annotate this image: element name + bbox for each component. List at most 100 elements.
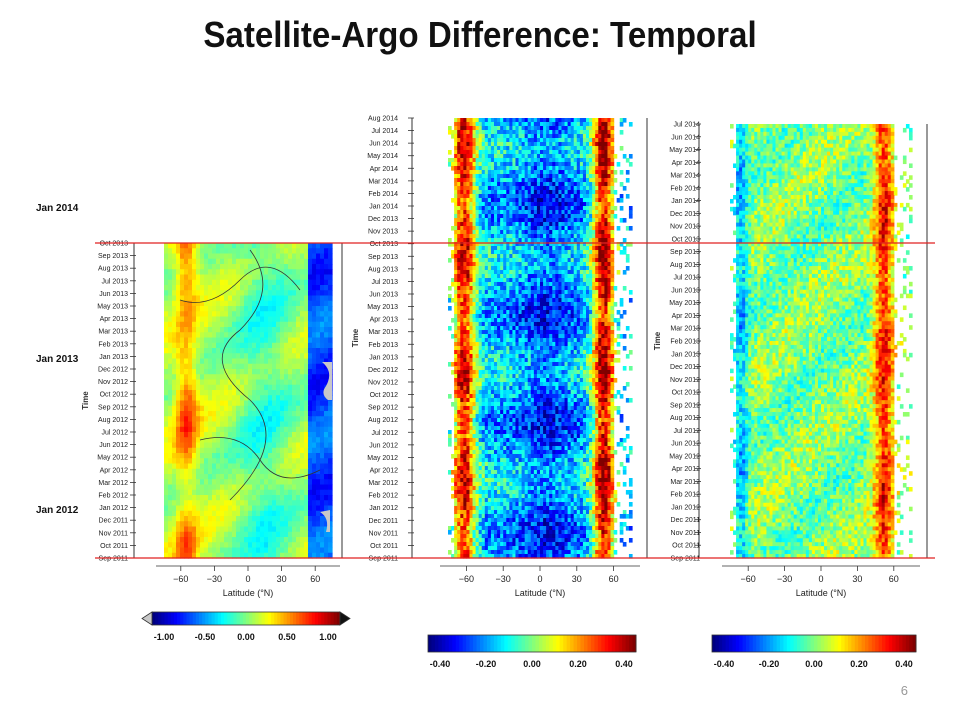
heatmap-cell — [454, 230, 458, 235]
heatmap-cell — [497, 278, 501, 283]
heatmap-cell — [184, 405, 189, 412]
heatmap-cell — [204, 248, 209, 255]
heatmap-cell — [533, 174, 538, 179]
heatmap-cell — [601, 210, 605, 215]
heatmap-cell — [192, 547, 197, 554]
heatmap-cell — [521, 218, 526, 223]
heatmap-cell — [487, 230, 492, 235]
heatmap-cell — [500, 214, 504, 219]
heatmap-cell — [466, 246, 471, 251]
heatmap-cell — [260, 243, 265, 249]
heatmap-cell — [497, 266, 501, 271]
heatmap-cell — [328, 442, 333, 449]
heatmap-cell — [304, 552, 309, 559]
colorbar-step — [277, 612, 281, 625]
heatmap-cell — [232, 416, 237, 423]
heatmap-cell — [546, 122, 550, 127]
heatmap-cell — [204, 521, 209, 528]
heatmap-cell — [276, 258, 281, 265]
heatmap-cell — [248, 327, 253, 333]
heatmap-cell — [284, 495, 289, 501]
heatmap-cell — [232, 290, 237, 297]
heatmap-cell — [316, 332, 321, 339]
heatmap-cell — [320, 526, 325, 533]
heatmap-cell — [316, 290, 321, 297]
heatmap-cell — [312, 316, 317, 323]
heatmap-cell — [490, 166, 495, 171]
heatmap-cell — [518, 162, 523, 167]
heatmap-cell — [280, 300, 285, 307]
heatmap-cell — [484, 198, 489, 203]
heatmap-cell — [292, 358, 297, 365]
heatmap-cell — [457, 118, 461, 123]
heatmap-cell — [176, 332, 181, 339]
heatmap-cell — [284, 353, 289, 360]
heatmap-cell — [296, 510, 301, 517]
heatmap-cell — [610, 206, 615, 211]
heatmap-cell — [200, 542, 205, 549]
heatmap-cell — [264, 374, 269, 381]
heatmap-cell — [484, 150, 489, 155]
heatmap-cell — [196, 453, 201, 459]
heatmap-cell — [613, 206, 618, 211]
heatmap-cell — [494, 142, 498, 147]
colorbar-step — [177, 612, 181, 625]
heatmap-cell — [484, 166, 489, 171]
heatmap-cell — [494, 290, 498, 295]
heatmap-cell — [564, 270, 569, 275]
heatmap-cell — [180, 395, 185, 402]
heatmap-cell — [260, 327, 265, 333]
year-label-2014: Jan 2014 — [36, 203, 79, 214]
heatmap-cell — [466, 138, 471, 143]
heatmap-cell — [308, 342, 313, 349]
heatmap-cell — [518, 210, 523, 215]
heatmap-cell — [308, 516, 313, 522]
heatmap-cell — [460, 122, 464, 127]
heatmap-cell — [176, 248, 181, 255]
heatmap-cell — [540, 190, 544, 195]
heatmap-cell — [204, 495, 209, 501]
heatmap-cell — [232, 379, 237, 386]
heatmap-cell — [487, 206, 492, 211]
heatmap-cell — [619, 130, 624, 135]
heatmap-cell — [256, 363, 261, 370]
heatmap-cell — [264, 243, 269, 249]
heatmap-cell — [460, 262, 464, 267]
heatmap-cell — [607, 142, 612, 147]
heatmap-cell — [613, 154, 618, 159]
colorbar-step — [321, 612, 325, 625]
heatmap-cell — [628, 162, 633, 167]
colorbar-step — [271, 612, 275, 625]
heatmap-cell — [168, 369, 173, 375]
heatmap-cell — [324, 537, 329, 543]
heatmap-cell — [304, 264, 309, 270]
heatmap-cell — [196, 526, 201, 533]
heatmap-cell — [570, 126, 575, 131]
heatmap-cell — [228, 458, 233, 465]
heatmap-cell — [466, 126, 471, 131]
heatmap-cell — [601, 286, 605, 291]
heatmap-cell — [300, 416, 305, 423]
heatmap-cell — [320, 290, 325, 297]
heatmap-cell — [224, 474, 229, 480]
heatmap-cell — [546, 278, 550, 283]
heatmap-cell — [220, 521, 225, 528]
heatmap-cell — [589, 242, 593, 247]
heatmap-cell — [515, 118, 520, 123]
heatmap-cell — [264, 516, 269, 522]
heatmap-cell — [610, 126, 615, 131]
heatmap-cell — [300, 442, 305, 449]
heatmap-cell — [579, 214, 584, 219]
heatmap-cell — [475, 286, 480, 291]
heatmap-cell — [576, 278, 581, 283]
heatmap-cell — [284, 258, 289, 265]
heatmap-cell — [555, 266, 559, 271]
heatmap-cell — [244, 290, 249, 297]
heatmap-cell — [192, 426, 197, 433]
heatmap-cell — [316, 500, 321, 507]
heatmap-cell — [515, 290, 520, 295]
heatmap-cell — [296, 248, 301, 255]
heatmap-cell — [248, 264, 253, 270]
heatmap-cell — [272, 316, 277, 323]
heatmap-cell — [497, 166, 501, 171]
